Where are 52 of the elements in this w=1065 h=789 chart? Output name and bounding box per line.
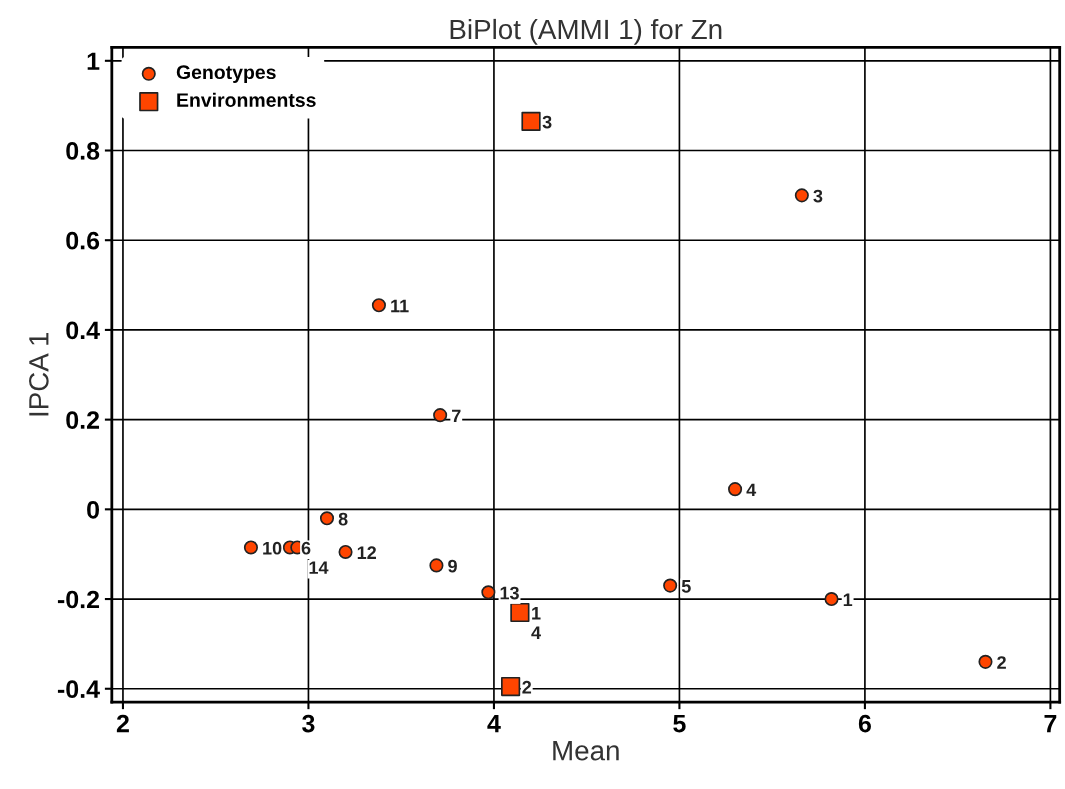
y-tick-label: -0.2: [57, 590, 100, 609]
point: [433, 408, 448, 423]
y-tick-label: 0: [87, 500, 99, 519]
point: [510, 602, 530, 623]
legend-label: Environmentss: [177, 92, 316, 107]
x-tick-label: 2: [116, 714, 129, 733]
x-tick-label: 3: [302, 714, 315, 733]
annotation: 1: [843, 593, 853, 606]
legend-label: Genotypes: [176, 65, 276, 83]
point: [319, 511, 335, 526]
point: [824, 591, 839, 607]
annotation: 13: [500, 586, 519, 600]
y-tick-label: 0.2: [66, 411, 100, 429]
point: [978, 654, 993, 669]
annotation: 4: [531, 626, 541, 639]
annotation: 5: [681, 580, 691, 593]
x-axis-title: Mean: [553, 741, 619, 761]
annotation: 7: [452, 409, 461, 423]
x-tick-label: 6: [858, 714, 871, 733]
y-tick-label: 0.8: [66, 142, 100, 160]
y-tick-label: 0.6: [66, 231, 100, 250]
x-tick-label: 4: [487, 714, 501, 733]
point: [728, 482, 743, 497]
annotation: 12: [357, 546, 377, 559]
y-tick-label: 0.4: [66, 321, 100, 340]
x-tick-label: 7: [1044, 714, 1057, 733]
point: [371, 298, 386, 313]
annotation: 4: [746, 483, 757, 497]
point: [501, 676, 521, 697]
annotation: 6: [301, 541, 311, 555]
y-tick-label: -0.4: [57, 680, 100, 699]
y-axis-title: IPCA 1: [29, 332, 49, 416]
annotation: 10: [263, 541, 282, 555]
annotation: 9: [448, 559, 457, 573]
x-tick-label: 5: [673, 714, 686, 733]
point: [521, 111, 541, 131]
annotation: 3: [542, 115, 552, 129]
point: [338, 544, 353, 559]
point: [794, 188, 809, 203]
annotation: 11: [391, 299, 409, 313]
annotation: 8: [338, 512, 348, 526]
point: [481, 585, 496, 600]
chart-title: BiPlot (AMMI 1) for Zn: [450, 18, 722, 45]
annotation: 3: [813, 189, 823, 203]
annotation: 14: [309, 561, 329, 574]
point: [429, 558, 444, 573]
point: [663, 578, 678, 593]
annotation: 1: [532, 607, 541, 620]
annotation: 2: [997, 656, 1006, 669]
annotation: 2: [522, 680, 532, 694]
y-tick-label: 1: [87, 52, 100, 70]
point: [243, 540, 258, 555]
